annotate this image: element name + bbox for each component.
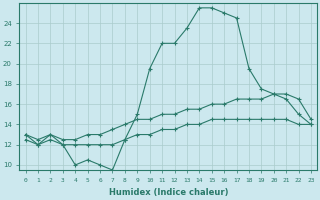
X-axis label: Humidex (Indice chaleur): Humidex (Indice chaleur)	[108, 188, 228, 197]
